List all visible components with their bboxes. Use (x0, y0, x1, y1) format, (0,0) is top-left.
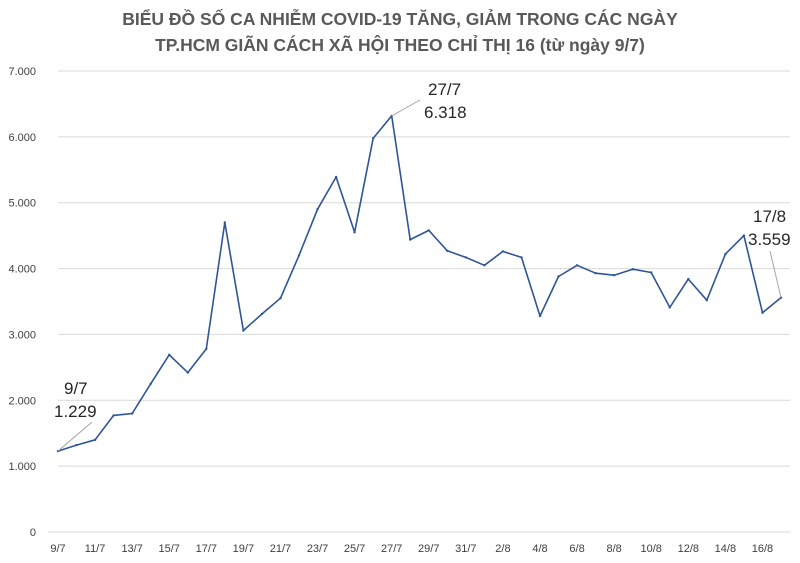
annotation-peak-value: 6.318 (424, 103, 467, 122)
annotation-leader-peak (391, 99, 421, 117)
y-tick-label: 6.000 (8, 132, 36, 144)
x-tick-label: 25/7 (344, 543, 365, 555)
data-point (205, 347, 208, 351)
annotation-leader-end (769, 250, 782, 298)
data-point (427, 229, 430, 232)
data-point (483, 264, 486, 267)
data-point (168, 353, 171, 356)
y-tick-label: 7.000 (8, 66, 36, 78)
data-point (575, 264, 579, 267)
x-tick-label: 29/7 (418, 543, 439, 555)
gridlines (58, 70, 790, 467)
x-tick-label: 14/8 (715, 543, 736, 555)
data-point (631, 268, 634, 271)
x-tick-label: 8/8 (607, 543, 622, 555)
chart-title-block: BIỂU ĐỒ SỐ CA NHIỄM COVID-19 TĂNG, GIẢM … (0, 6, 800, 58)
x-tick-label: 23/7 (307, 543, 328, 555)
x-tick-label: 10/8 (641, 543, 662, 555)
x-tick-label: 19/7 (233, 543, 254, 555)
x-tick-label: 21/7 (270, 543, 291, 555)
x-tick-label: 2/8 (495, 543, 510, 555)
y-tick-label: 5.000 (8, 198, 36, 210)
series-line (57, 115, 782, 452)
data-point (372, 137, 375, 140)
data-point (297, 254, 301, 257)
data-point (334, 175, 338, 179)
annotation-start-value: 1.229 (54, 402, 97, 421)
data-point (520, 256, 523, 259)
data-point (724, 252, 727, 256)
data-point (594, 272, 597, 275)
data-point (223, 221, 226, 224)
data-point (668, 306, 671, 309)
x-tick-labels: 9/7 11/7 13/7 15/7 17/7 19/7 21/7 23/7 25/7 27/7 2… (50, 543, 773, 555)
x-tick-label: 6/8 (569, 543, 584, 555)
y-tick-labels: 0 1.000 2.000 3.000 4.000 5.000 6.000 7.000 (8, 66, 36, 539)
data-point (613, 274, 616, 277)
data-point (149, 382, 152, 385)
annotation-end-value: 3.559 (748, 230, 791, 249)
annotation-start-date: 9/7 (64, 379, 88, 398)
data-point (557, 275, 560, 278)
data-point (501, 250, 505, 253)
x-tick-label: 17/7 (196, 543, 217, 555)
x-tick-label: 9/7 (50, 543, 65, 555)
data-point (761, 311, 764, 314)
data-point (112, 414, 115, 417)
data-point (687, 277, 690, 281)
x-tick-label: 16/8 (752, 543, 773, 555)
annotation-peak-date: 27/7 (428, 80, 461, 99)
data-point (409, 238, 412, 241)
annotation-end-date: 17/8 (753, 207, 786, 226)
data-point (464, 256, 467, 259)
data-point (650, 271, 653, 274)
annotations: 9/7 1.229 27/7 6.318 17/8 3.559 (54, 80, 791, 452)
x-tick-label: 13/7 (121, 543, 142, 555)
x-tick-label: 12/8 (678, 543, 699, 555)
x-tick-label: 27/7 (381, 543, 402, 555)
data-point (75, 443, 78, 447)
x-tick-label: 31/7 (455, 543, 476, 555)
data-point (316, 208, 319, 211)
data-point (538, 314, 542, 318)
chart-title: BIỂU ĐỒ SỐ CA NHIỄM COVID-19 TĂNG, GIẢM … (122, 9, 678, 29)
data-point (446, 249, 449, 252)
y-tick-label: 4.000 (8, 264, 36, 276)
y-tick-label: 3.000 (8, 329, 36, 341)
data-point (705, 299, 708, 302)
data-point (131, 412, 134, 415)
data-point (186, 371, 189, 374)
data-point (279, 297, 282, 300)
data-point (260, 312, 264, 316)
x-tick-label: 4/8 (532, 543, 547, 555)
series-layer (56, 114, 783, 453)
y-tick-label: 0 (30, 527, 36, 539)
data-point (353, 231, 356, 234)
chart-subtitle: TP.HCM GIÃN CÁCH XÃ HỘI THEO CHỈ THỊ 16 … (155, 35, 645, 55)
x-tick-label: 15/7 (159, 543, 180, 555)
x-tick-label: 11/7 (85, 543, 106, 555)
data-point (242, 329, 245, 332)
y-tick-label: 1.000 (8, 461, 36, 473)
y-tick-label: 2.000 (8, 395, 36, 407)
data-point (93, 438, 97, 441)
annotation-leader-start (57, 421, 93, 452)
data-point (742, 234, 746, 237)
